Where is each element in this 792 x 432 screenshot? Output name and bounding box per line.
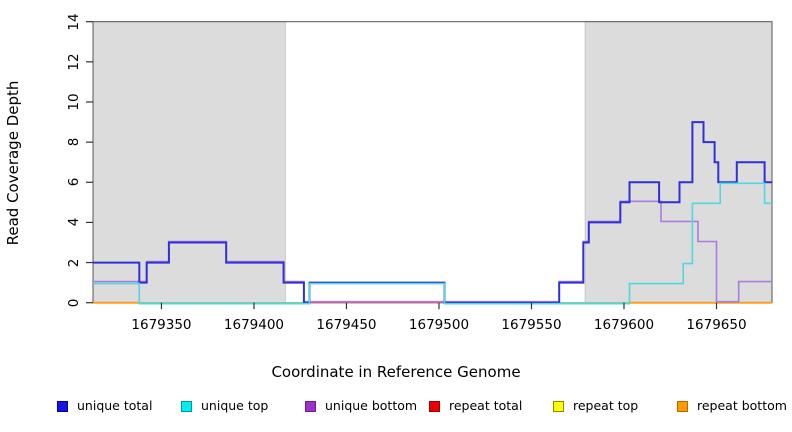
legend-label: unique total — [77, 398, 153, 413]
legend-swatch-icon — [677, 400, 688, 412]
y-tick-label: 0 — [66, 298, 82, 307]
x-axis-title: Coordinate in Reference Genome — [271, 363, 521, 381]
legend-swatch-icon — [429, 400, 440, 412]
legend-swatch-icon — [181, 400, 192, 412]
shaded-region — [92, 21, 286, 304]
y-tick-label: 6 — [66, 177, 82, 187]
legend-item-repeat-total: repeat total — [429, 399, 522, 413]
x-tick-label: 1679550 — [501, 317, 562, 333]
legend-label: repeat top — [573, 398, 639, 413]
y-tick-label: 4 — [66, 218, 82, 227]
y-tick-label: 2 — [66, 258, 82, 267]
y-tick-label: 10 — [66, 93, 82, 111]
legend-swatch-icon — [553, 400, 564, 412]
series-line-unique-top — [93, 182, 772, 305]
x-tick-label: 1679650 — [686, 317, 747, 333]
legend-label: unique bottom — [325, 398, 418, 413]
x-tick-label: 1679600 — [593, 317, 655, 333]
y-tick-label: 8 — [66, 137, 82, 147]
y-tick-label: 12 — [66, 53, 82, 71]
legend-swatch-icon — [57, 400, 68, 412]
y-axis-title: Read Coverage Depth — [4, 80, 22, 246]
x-tick-label: 1679350 — [131, 317, 192, 333]
legend-label: repeat total — [449, 398, 523, 413]
legend-swatch-icon — [305, 400, 316, 412]
legend-item-repeat-top: repeat top — [553, 399, 638, 413]
legend-label: repeat bottom — [697, 398, 787, 413]
legend-label: unique top — [201, 398, 269, 413]
legend-item-repeat-bottom: repeat bottom — [677, 399, 787, 413]
legend-item-unique-bottom: unique bottom — [305, 399, 417, 413]
series-line-unique-total — [93, 121, 772, 304]
legend-item-unique-total: unique total — [57, 399, 152, 413]
x-tick-label: 1679400 — [223, 317, 285, 333]
legend-item-unique-top: unique top — [181, 399, 268, 413]
x-tick-label: 1679500 — [408, 317, 470, 333]
x-tick-label: 1679450 — [316, 317, 377, 333]
y-tick-label: 14 — [66, 13, 82, 31]
